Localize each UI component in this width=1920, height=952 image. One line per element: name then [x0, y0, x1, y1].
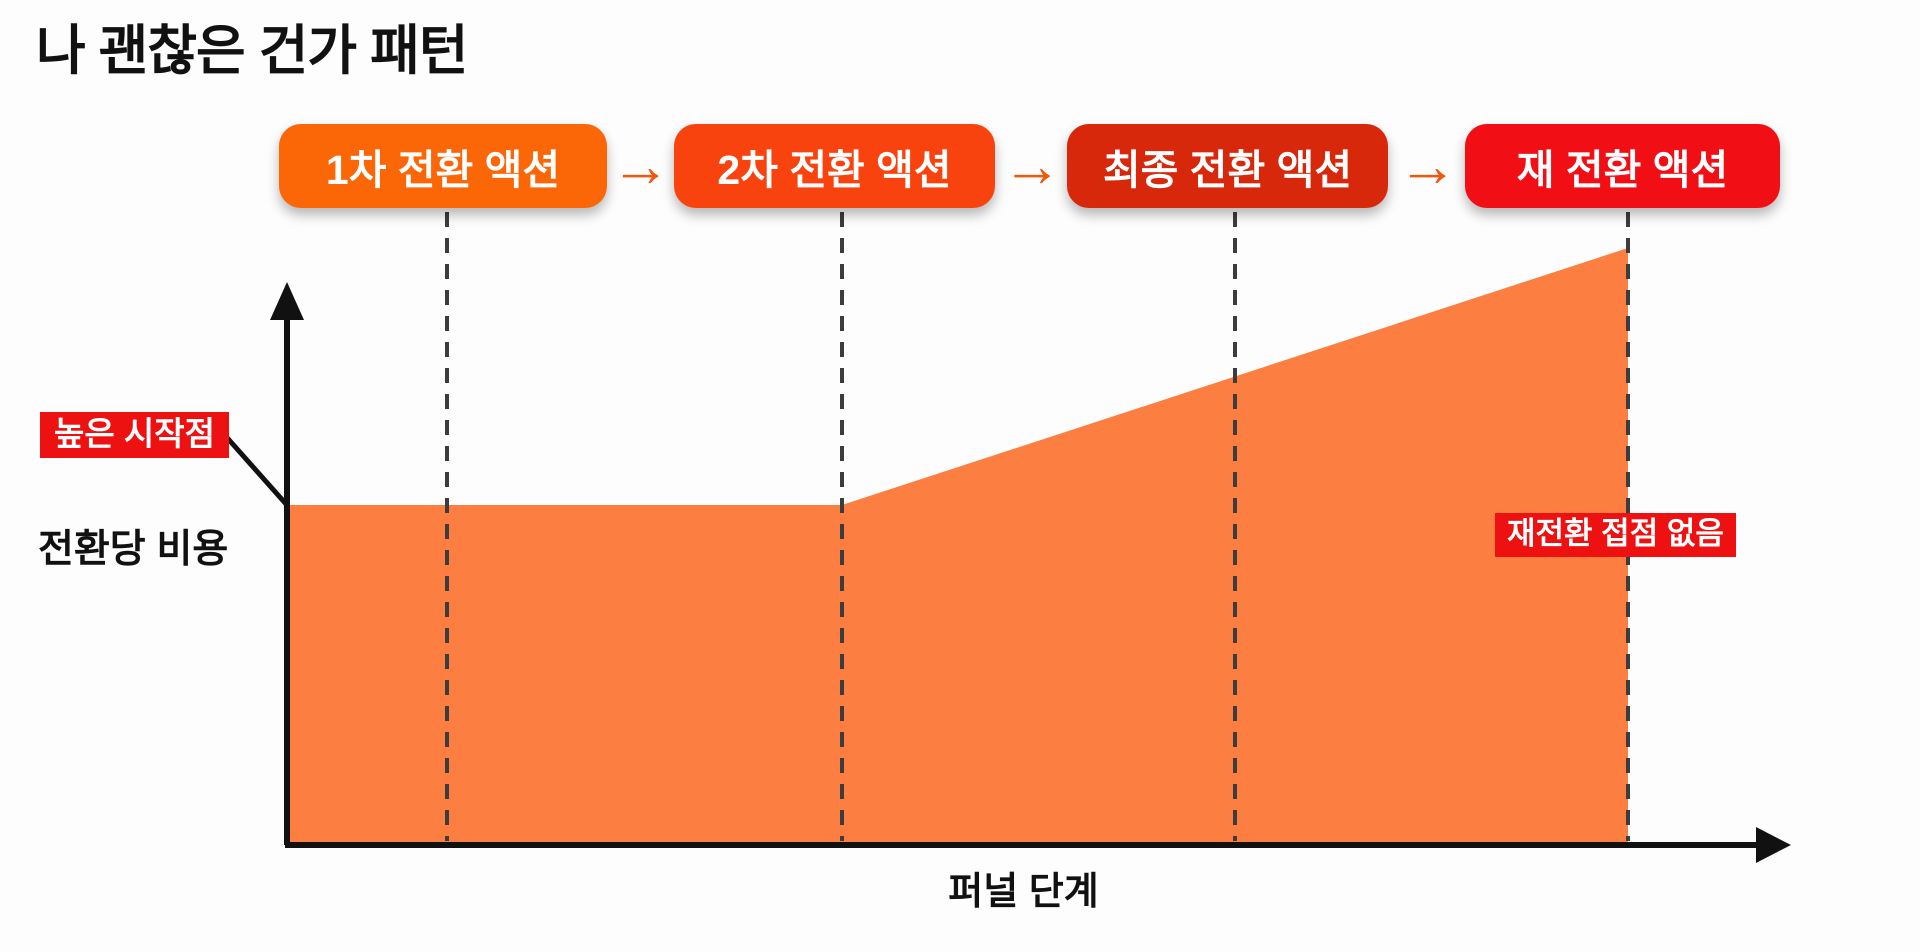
flow-step-2-button: 2차 전환 액션	[674, 124, 995, 208]
x-axis-label: 퍼널 단계	[948, 871, 1099, 913]
no-reconversion-touchpoint-annotation: 재전환 접점 없음	[1495, 513, 1736, 557]
flow-step-1-button: 1차 전환 액션	[279, 124, 607, 208]
flow-arrow-icon: →	[1397, 132, 1458, 199]
flow-step-4-button: 재 전환 액션	[1465, 124, 1780, 208]
flow-arrow-icon: →	[610, 132, 671, 199]
high-start-point-annotation: 높은 시작점	[40, 412, 229, 458]
cost-area-shape	[287, 248, 1628, 843]
page-title: 나 괜찮은 건가 패턴	[36, 21, 468, 81]
annotation-leader-line	[220, 430, 288, 506]
flow-arrow-icon: →	[1002, 132, 1062, 199]
flow-step-3-button: 최종 전환 액션	[1067, 124, 1388, 208]
y-axis-label: 전환당 비용	[38, 528, 229, 571]
x-axis-arrowhead-icon	[1756, 827, 1791, 863]
y-axis-arrowhead-icon	[270, 282, 304, 320]
